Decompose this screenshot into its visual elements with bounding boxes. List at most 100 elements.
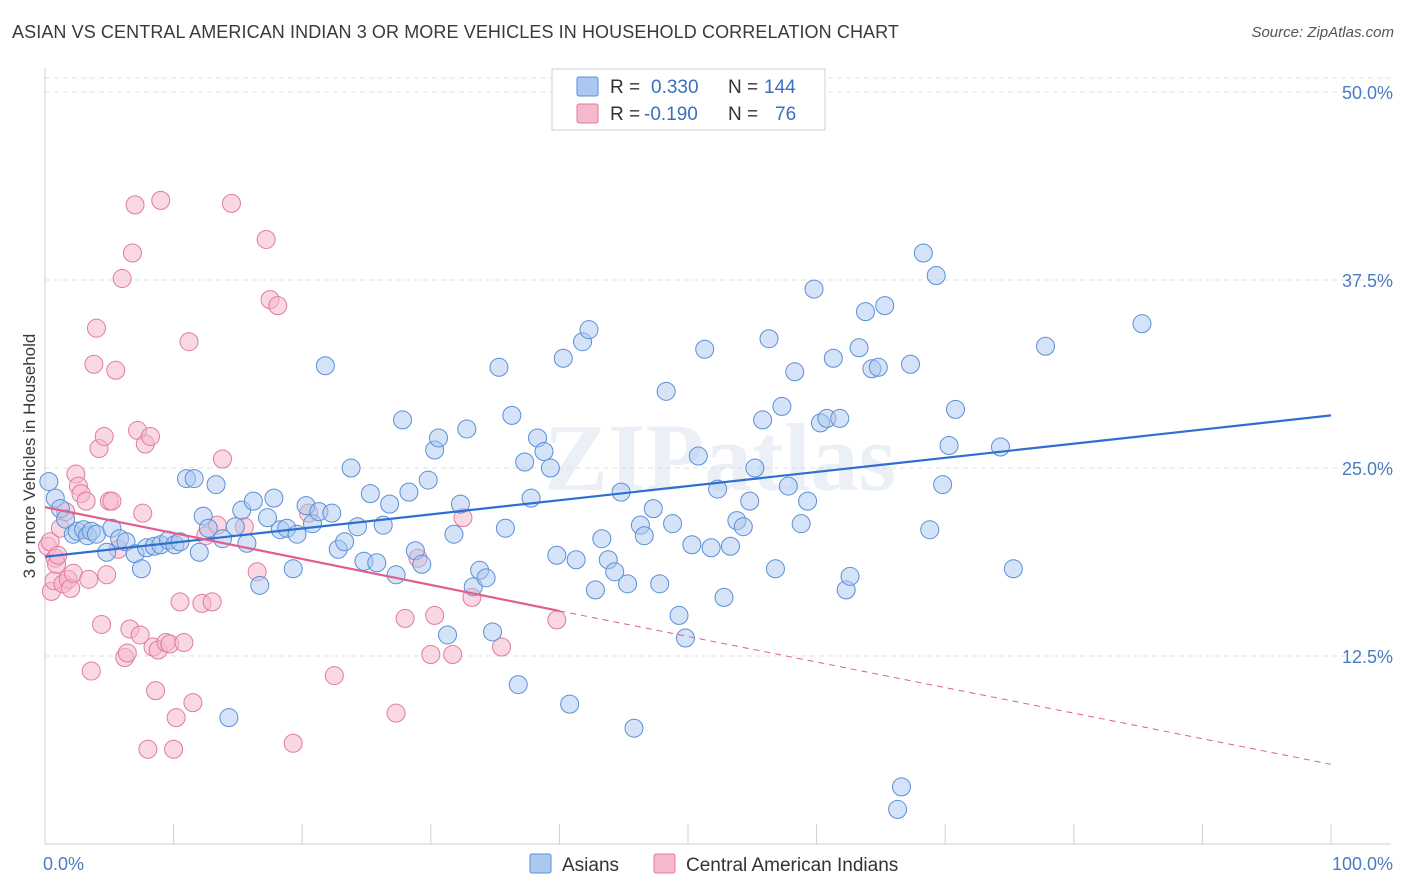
legend-n-value-1: 144	[764, 77, 796, 98]
asian-point-47	[335, 532, 355, 552]
asian-point-63	[438, 625, 458, 645]
cai-point-44	[151, 190, 171, 210]
asian-point-128	[855, 302, 875, 322]
asian-point-83	[566, 550, 586, 570]
bottom-legend: Asians Central American Indians	[529, 853, 898, 876]
y-tick-label-2: 37.5%	[1342, 271, 1393, 291]
asian-point-66	[457, 419, 477, 439]
asian-point-26	[198, 518, 218, 538]
cai-point-39	[138, 739, 158, 759]
asian-point-127	[849, 338, 869, 358]
asian-point-27	[206, 475, 226, 495]
asian-point-64	[444, 524, 464, 544]
asian-point-120	[804, 279, 824, 299]
asian-point-35	[257, 508, 277, 528]
y-tick-label-3: 50.0%	[1342, 83, 1393, 103]
asian-point-106	[714, 587, 734, 607]
cai-point-48	[166, 708, 186, 728]
asian-point-123	[823, 348, 843, 368]
asian-point-0	[39, 472, 59, 492]
cai-point-17	[79, 569, 99, 589]
bottom-legend-asians: Asians	[562, 855, 619, 876]
asian-point-30	[225, 517, 245, 537]
axes	[44, 68, 1391, 845]
asian-point-87	[592, 529, 612, 549]
asian-point-59	[412, 554, 432, 574]
asian-point-70	[483, 622, 503, 642]
asian-point-116	[778, 476, 798, 496]
asian-point-117	[785, 362, 805, 382]
y-tick-label-1: 25.0%	[1342, 459, 1393, 479]
asian-point-39	[283, 559, 303, 579]
asian-point-104	[701, 538, 721, 558]
legend-n-label-1: N =	[728, 77, 758, 98]
asian-point-95	[643, 499, 663, 519]
cai-point-37	[133, 503, 153, 523]
cai-point-66	[324, 666, 344, 686]
asian-point-49	[347, 517, 367, 537]
y-axis-label: 3 or more Vehicles in Household	[20, 334, 39, 579]
asian-point-69	[476, 568, 496, 588]
cai-point-50	[174, 632, 194, 652]
cai-point-52	[183, 693, 203, 713]
asian-point-81	[553, 348, 573, 368]
asian-point-96	[650, 574, 670, 594]
asian-point-73	[502, 405, 522, 425]
asian-point-67	[463, 577, 483, 597]
cai-point-22	[92, 614, 112, 634]
asian-point-112	[753, 410, 773, 430]
asian-point-126	[840, 566, 860, 586]
asian-point-79	[540, 458, 560, 478]
asian-point-99	[669, 605, 689, 625]
asian-point-105	[708, 479, 728, 499]
asian-point-15	[131, 559, 151, 579]
cai-point-72	[443, 645, 463, 665]
asian-point-52	[367, 553, 387, 573]
bottom-legend-cai: Central American Indians	[686, 855, 898, 876]
cai-trend-line	[44, 506, 560, 612]
cai-point-19	[84, 354, 104, 374]
asian-point-119	[798, 491, 818, 511]
cai-point-20	[86, 318, 106, 338]
cai-point-64	[283, 733, 303, 753]
asian-point-139	[939, 435, 959, 455]
legend-r-label-1: R =	[610, 77, 640, 98]
asian-point-132	[888, 799, 908, 819]
asian-point-111	[745, 458, 765, 478]
asian-trend-line	[44, 414, 1332, 558]
cai-point-23	[94, 426, 114, 446]
asian-point-144	[1132, 314, 1152, 334]
y-tick-label-0: 12.5%	[1342, 647, 1393, 667]
asian-point-133	[891, 777, 911, 797]
cai-point-18	[81, 661, 101, 681]
asian-point-74	[508, 675, 528, 695]
trend-lines	[44, 414, 1332, 765]
legend-n-label-2: N =	[728, 104, 758, 125]
legend-r-value-1: 0.330	[651, 77, 699, 98]
cai-point-51	[179, 332, 199, 352]
asian-point-138	[933, 475, 953, 495]
cai-trend-line-extension	[559, 610, 1332, 765]
cai-point-31	[117, 643, 137, 663]
cai-point-42	[146, 681, 166, 701]
asian-point-103	[695, 339, 715, 359]
asian-point-124	[830, 408, 850, 428]
grid-lines	[45, 77, 1391, 657]
asian-point-75	[515, 452, 535, 472]
source-label: Source: ZipAtlas.com	[1251, 24, 1394, 41]
asian-point-143	[1036, 336, 1056, 356]
asian-point-55	[386, 565, 406, 585]
asian-point-118	[791, 514, 811, 534]
cai-points	[38, 190, 567, 759]
legend-r-value-2: -0.190	[644, 104, 698, 125]
asian-point-97	[656, 381, 676, 401]
asian-point-44	[315, 356, 335, 376]
asian-point-36	[264, 488, 284, 508]
asian-point-34	[250, 575, 270, 595]
cai-point-75	[492, 637, 512, 657]
asian-point-10	[97, 542, 117, 562]
asian-point-100	[675, 628, 695, 648]
asian-point-114	[765, 559, 785, 579]
asian-point-102	[688, 446, 708, 466]
asian-point-115	[772, 396, 792, 416]
